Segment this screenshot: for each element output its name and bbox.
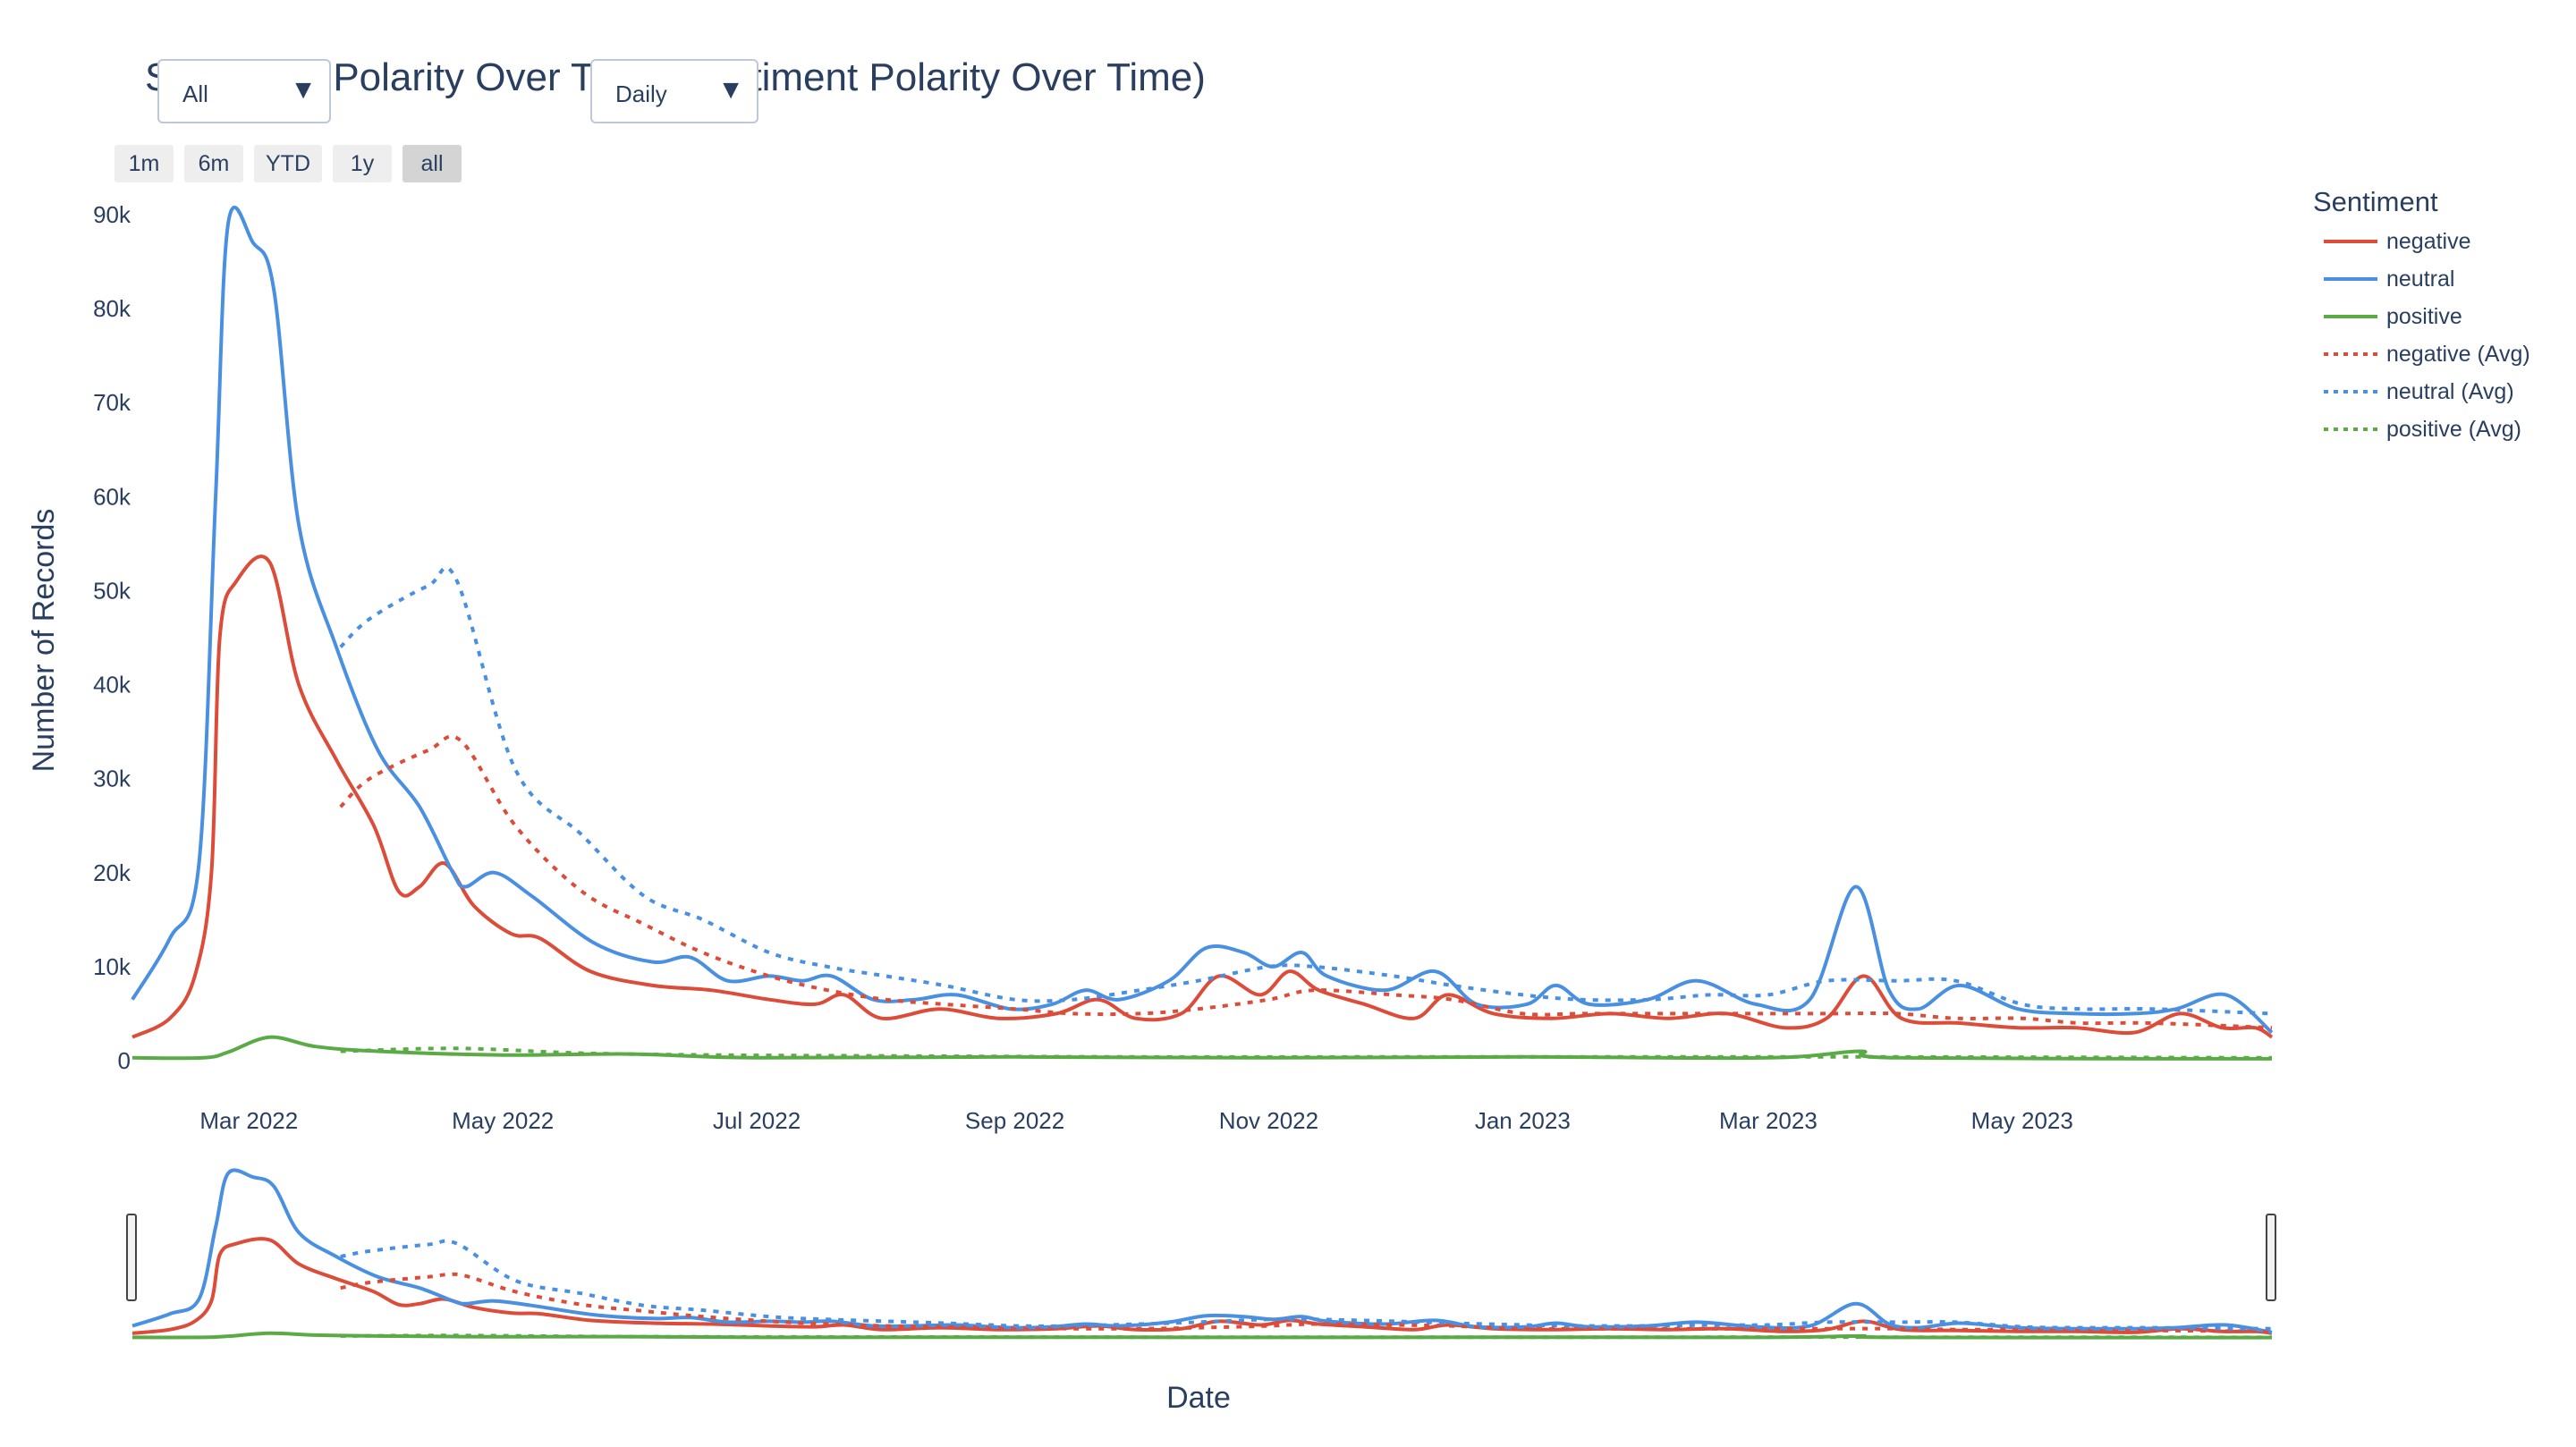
legend-swatch	[2324, 390, 2377, 393]
legend-swatch	[2324, 352, 2377, 356]
plot-area	[131, 205, 2274, 1061]
x-tick-label: May 2022	[452, 1107, 554, 1134]
legend-swatch	[2324, 427, 2377, 431]
series-line-negative-avg	[339, 734, 2273, 1030]
caret-down-icon: ▼	[717, 75, 744, 105]
range-slider[interactable]	[126, 1168, 2276, 1340]
legend-swatch	[2324, 315, 2377, 318]
y-tick-label: 20k	[93, 859, 131, 886]
range-button-ytd[interactable]: YTD	[254, 145, 322, 182]
y-tick-label: 0	[118, 1047, 131, 1074]
y-tick-label: 50k	[93, 577, 131, 604]
x-axis: Mar 2022 May 2022 Jul 2022 Sep 2022 Nov 2022…	[199, 1107, 2072, 1134]
slider-handle-left[interactable]	[126, 1214, 137, 1301]
x-axis-label: Date	[1166, 1381, 1231, 1415]
slider-line-positive	[131, 1331, 2273, 1340]
x-tick-label: Jul 2022	[713, 1107, 801, 1134]
x-tick-label: Mar 2022	[199, 1107, 298, 1134]
y-axis: 0 10k 20k 30k 40k 50k 60k 70k 80k 90k	[93, 201, 131, 1074]
legend-label: positive	[2386, 304, 2462, 329]
sentiment-dropdown[interactable]: All ▼	[157, 59, 331, 123]
sentiment-dropdown-value: All	[182, 80, 208, 107]
x-tick-label: Jan 2023	[1475, 1107, 1571, 1134]
y-tick-label: 30k	[93, 766, 131, 792]
x-tick-label: Mar 2023	[1719, 1107, 1818, 1134]
series-line-positive-avg	[340, 1046, 2273, 1060]
y-tick-label: 40k	[93, 672, 131, 698]
x-tick-label: May 2023	[1971, 1107, 2073, 1134]
x-tick-label: Nov 2022	[1219, 1107, 1318, 1134]
slider-handle-right[interactable]	[2266, 1214, 2276, 1301]
y-tick-label: 10k	[93, 953, 131, 980]
range-button-6m[interactable]: 6m	[184, 145, 243, 182]
legend-swatch	[2324, 277, 2377, 281]
slider-line-neutral-avg	[340, 1239, 2273, 1331]
y-tick-label: 70k	[93, 389, 131, 416]
series-line-negative	[131, 554, 2274, 1039]
legend-swatch	[2324, 240, 2377, 243]
y-tick-label: 90k	[93, 201, 131, 228]
range-button-all[interactable]: all	[402, 145, 462, 182]
resolution-dropdown-value: Daily	[615, 80, 667, 107]
legend-label: negative	[2386, 229, 2471, 254]
slider-line-positive-avg	[340, 1333, 2273, 1340]
legend-label: positive (Avg)	[2386, 417, 2521, 442]
legend-title: Sentiment	[2313, 186, 2438, 217]
series-line-neutral-avg	[339, 565, 2273, 1016]
legend-label: neutral (Avg)	[2386, 379, 2514, 404]
slider-line-neutral	[131, 1168, 2273, 1334]
resolution-dropdown[interactable]: Daily ▼	[590, 59, 758, 123]
x-tick-label: Sep 2022	[965, 1107, 1064, 1134]
y-tick-label: 80k	[93, 295, 131, 322]
y-tick-label: 60k	[93, 483, 131, 510]
legend-label: neutral	[2386, 267, 2455, 292]
legend-label: negative (Avg)	[2386, 342, 2530, 367]
slider-line-negative	[131, 1237, 2273, 1335]
series-line-neutral	[131, 205, 2274, 1035]
range-button-1y[interactable]: 1y	[333, 145, 392, 182]
caret-down-icon: ▼	[290, 75, 317, 105]
y-axis-label: Number of Records	[27, 509, 61, 773]
range-button-1m[interactable]: 1m	[114, 145, 174, 182]
